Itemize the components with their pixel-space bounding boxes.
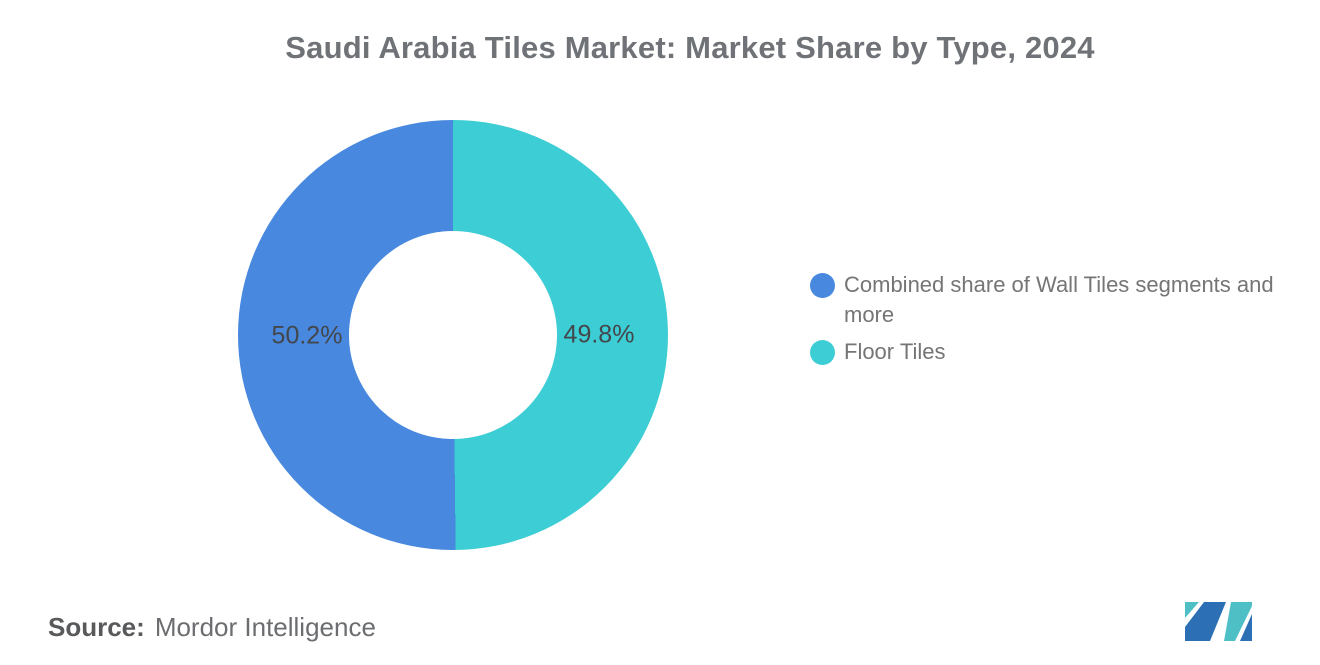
legend-item-wall-tiles: Combined share of Wall Tiles segments an… — [810, 270, 1278, 330]
mordor-intelligence-logo — [1185, 602, 1252, 641]
slice-label-floor-tiles: 49.8% — [563, 320, 635, 349]
donut-chart: 50.2% 49.8% — [238, 120, 668, 550]
slice-label-wall-tiles: 50.2% — [271, 321, 343, 350]
legend-item-floor-tiles: Floor Tiles — [810, 337, 1278, 367]
legend-marker-wall-tiles-icon — [810, 273, 835, 298]
donut-hole — [349, 231, 557, 439]
chart-title: Saudi Arabia Tiles Market: Market Share … — [285, 30, 1095, 65]
legend-label-floor-tiles: Floor Tiles — [844, 339, 946, 364]
legend-marker-floor-tiles-icon — [810, 340, 835, 365]
source-label: Source: — [48, 612, 145, 642]
source-line: Source: Mordor Intelligence — [48, 612, 376, 643]
legend-label-wall-tiles: Combined share of Wall Tiles segments an… — [844, 272, 1274, 327]
legend: Combined share of Wall Tiles segments an… — [810, 270, 1278, 374]
source-value: Mordor Intelligence — [154, 612, 376, 642]
